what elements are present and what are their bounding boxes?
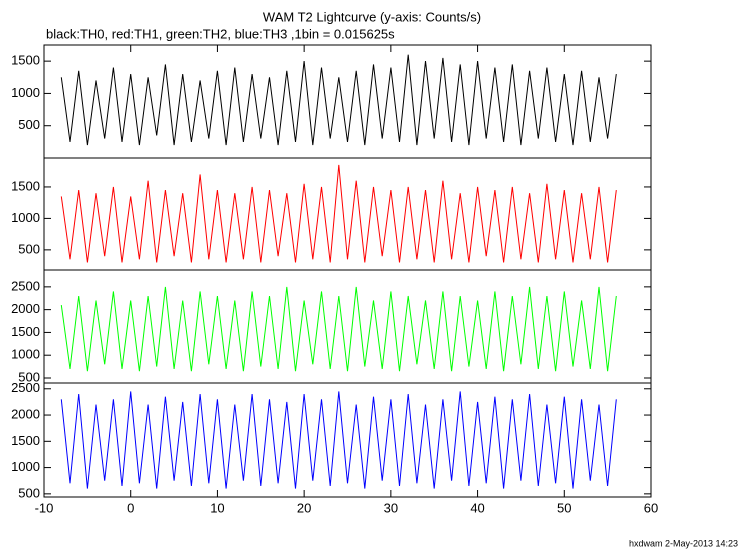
y-tick-label: 2000 — [11, 301, 40, 316]
lightcurve — [60, 54, 617, 146]
lightcurve — [60, 164, 617, 263]
y-tick-label: 500 — [18, 117, 40, 132]
y-tick-label: 1000 — [11, 85, 40, 100]
y-tick-label: 1000 — [11, 347, 40, 362]
y-tick-label: 2500 — [11, 380, 40, 395]
chart-title: WAM T2 Lightcurve (y-axis: Counts/s) — [263, 9, 481, 24]
lightcurve — [60, 286, 617, 372]
x-tick-label: -10 — [35, 500, 54, 515]
x-tick-label: 20 — [297, 500, 311, 515]
x-tick-label: 40 — [470, 500, 484, 515]
lightcurve — [60, 391, 617, 489]
y-tick-label: 1500 — [11, 178, 40, 193]
y-tick-label: 1500 — [11, 53, 40, 68]
x-tick-label: 10 — [210, 500, 224, 515]
y-tick-label: 2500 — [11, 278, 40, 293]
y-tick-label: 500 — [18, 485, 40, 500]
x-tick-label: 30 — [384, 500, 398, 515]
chart-subtitle: black:TH0, red:TH1, green:TH2, blue:TH3 … — [46, 26, 395, 41]
y-tick-label: 1500 — [11, 433, 40, 448]
y-tick-label: 1000 — [11, 210, 40, 225]
y-tick-label: 500 — [18, 241, 40, 256]
y-tick-label: 500 — [18, 369, 40, 384]
y-tick-label: 1500 — [11, 324, 40, 339]
footer: hxdwam 2-May-2013 14:23 — [629, 538, 738, 548]
x-tick-label: 60 — [644, 500, 658, 515]
panel-frame — [43, 157, 652, 271]
panel-frame — [43, 269, 652, 384]
x-tick-label: 0 — [127, 500, 134, 515]
x-tick-label: 50 — [557, 500, 571, 515]
y-tick-label: 1000 — [11, 459, 40, 474]
y-tick-label: 2000 — [11, 406, 40, 421]
panel-frame — [43, 382, 652, 498]
